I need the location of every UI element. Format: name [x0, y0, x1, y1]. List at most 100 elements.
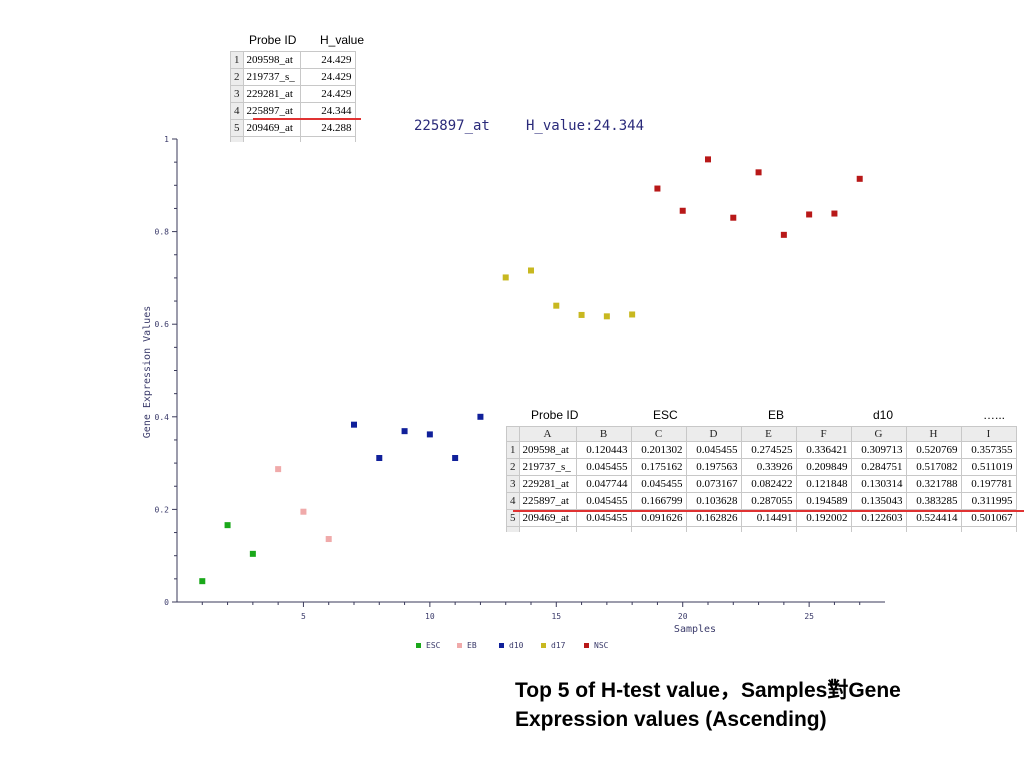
- data-point-nsc: [806, 211, 813, 218]
- x-tick-label: 5: [301, 612, 306, 621]
- data-point-eb: [275, 466, 282, 473]
- data-point-esc: [249, 550, 256, 557]
- data-point-d10: [401, 428, 408, 435]
- value-cell: 0.321788: [905, 475, 962, 493]
- data-point-nsc: [705, 156, 711, 163]
- data-point-nsc: [679, 207, 686, 214]
- probe-id-cell: 209469_at: [242, 119, 301, 137]
- value-cell: 0.287055: [740, 492, 797, 510]
- chart-title-hvalue: H_value:24.344: [526, 118, 645, 134]
- highlight-underline: [253, 118, 361, 120]
- table-row: 3 229281_at 24.429: [230, 85, 356, 103]
- value-cell: 0.175162: [630, 458, 687, 476]
- x-tick-label: 25: [804, 612, 814, 621]
- column-letter: E: [740, 426, 797, 442]
- corner-cell: [506, 426, 520, 442]
- caption-line-1: Top 5 of H-test value，Samples對Gene: [515, 679, 901, 702]
- row-number: 5: [230, 119, 244, 137]
- data-point-d17: [502, 274, 509, 281]
- probe-id-cell: 229281_at: [518, 475, 577, 493]
- value-cell: 0.357355: [960, 441, 1017, 459]
- column-letter: D: [685, 426, 742, 442]
- value-cell: 0.045455: [630, 475, 687, 493]
- row-number: 3: [506, 475, 520, 493]
- column-letter: B: [575, 426, 632, 442]
- legend-label-d17: d17: [551, 641, 566, 650]
- probe-id-cell: 209598_at: [242, 51, 301, 69]
- big-table-header-eb: EB: [768, 408, 785, 422]
- probe-id-cell: 209469_at: [518, 509, 577, 527]
- data-point-esc: [224, 522, 231, 529]
- value-cell: 0.14491: [740, 509, 797, 527]
- value-cell: 0.135043: [850, 492, 907, 510]
- table-row: 1 209598_at 24.429: [230, 51, 356, 69]
- column-letter: I: [960, 426, 1017, 442]
- legend-label-nsc: NSC: [594, 641, 609, 650]
- legend-label-d10: d10: [509, 641, 524, 650]
- row-number: 5: [506, 509, 520, 527]
- table-row: 5 209469_at 0.045455 0.091626 0.162826 0.1449…: [506, 509, 1017, 527]
- value-cell: 0.209849: [795, 458, 852, 476]
- probe-id-cell: 219737_s_: [242, 68, 301, 86]
- legend-label-eb: EB: [467, 641, 477, 650]
- table-row: 2 219737_s_ 24.429: [230, 68, 356, 86]
- data-point-d10: [426, 431, 433, 438]
- legend-swatch-nsc: [584, 643, 589, 648]
- value-cell: 0.045455: [575, 492, 632, 510]
- column-letter: G: [850, 426, 907, 442]
- row-number: 1: [230, 51, 244, 69]
- probe-id-cell: 225897_at: [518, 492, 577, 510]
- data-point-d10: [351, 421, 357, 428]
- table-row: 5 209469_at 24.288: [230, 119, 356, 137]
- row-number: 3: [230, 85, 244, 103]
- data-point-d17: [528, 267, 534, 274]
- legend-label-esc: ESC: [426, 641, 441, 650]
- value-cell: 0.045455: [685, 441, 742, 459]
- small-table-header-hvalue: H_value: [320, 33, 365, 47]
- value-cell: 0.524414: [905, 509, 962, 527]
- column-letter: A: [518, 426, 577, 442]
- chart-title-probe: 225897_at: [414, 118, 490, 134]
- h-value-cell: 24.288: [299, 119, 356, 137]
- value-cell: 0.201302: [630, 441, 687, 459]
- x-tick-label: 15: [551, 612, 561, 621]
- big-table-header-probe: Probe ID: [531, 408, 579, 422]
- value-cell: 0.073167: [685, 475, 742, 493]
- data-point-nsc: [654, 185, 661, 192]
- value-cell: 0.501067: [960, 509, 1017, 527]
- probe-id-cell: 219737_s_: [518, 458, 577, 476]
- data-point-d10: [477, 413, 484, 420]
- y-tick-label: 0.8: [155, 228, 170, 237]
- row-number: 4: [230, 102, 244, 120]
- h-value-cell: 24.429: [299, 68, 356, 86]
- value-cell: 0.284751: [850, 458, 907, 476]
- table-row: 1 209598_at 0.120443 0.201302 0.045455 0.2745…: [506, 441, 1017, 459]
- probe-id-cell: 225897_at: [242, 102, 301, 120]
- big-table-header-esc: ESC: [653, 408, 678, 422]
- value-cell: 0.121848: [795, 475, 852, 493]
- y-tick-label: 0.2: [155, 505, 170, 514]
- table-row: 3 229281_at 0.047744 0.045455 0.073167 0.0824…: [506, 475, 1017, 493]
- value-cell: 0.103628: [685, 492, 742, 510]
- value-cell: 0.517082: [905, 458, 962, 476]
- column-letter: C: [630, 426, 687, 442]
- column-letter: H: [905, 426, 962, 442]
- small-table-header-probe: Probe ID: [249, 33, 297, 47]
- data-point-nsc: [780, 231, 787, 238]
- value-cell: 0.162826: [685, 509, 742, 527]
- data-point-esc: [199, 578, 206, 585]
- value-cell: 0.130314: [850, 475, 907, 493]
- row-number: 4: [506, 492, 520, 510]
- value-cell: 0.197781: [960, 475, 1017, 493]
- value-cell: 0.520769: [905, 441, 962, 459]
- value-cell: 0.311995: [960, 492, 1017, 510]
- x-tick-label: 10: [425, 612, 435, 621]
- figure-caption: Top 5 of H-test value，Samples對Gene Expre…: [515, 676, 901, 734]
- y-tick-label: 1: [164, 135, 169, 144]
- value-cell: 0.336421: [795, 441, 852, 459]
- legend-swatch-eb: [457, 643, 462, 648]
- x-axis-label: Samples: [674, 624, 716, 635]
- value-cell: 0.122603: [850, 509, 907, 527]
